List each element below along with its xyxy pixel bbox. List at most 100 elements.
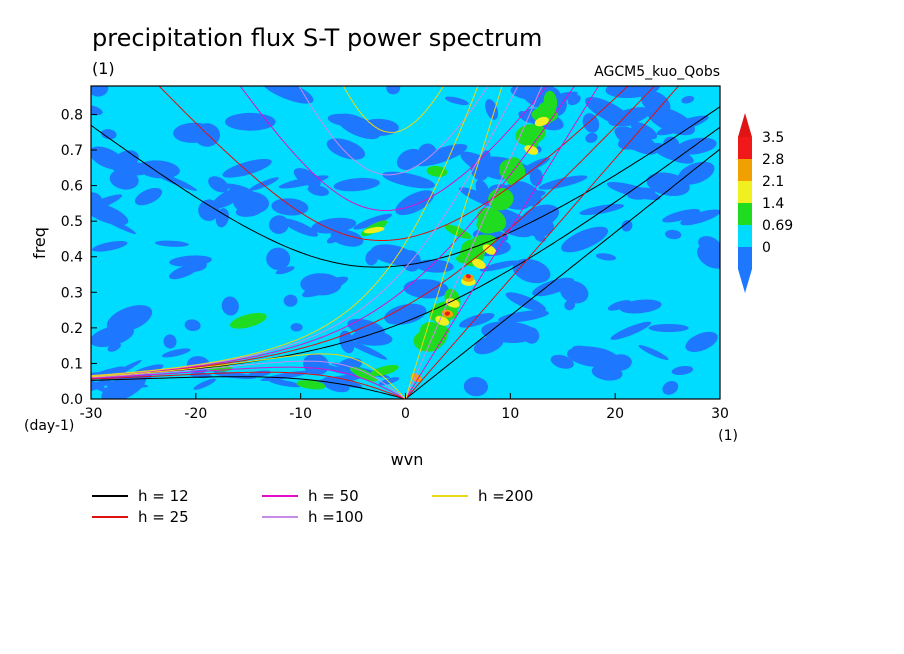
contour-patch [538,175,588,190]
ig-curve-25 [158,86,629,241]
contour-patch [101,129,117,140]
x-tick-label: 0 [401,406,410,422]
contour-patch [479,260,519,272]
contour-patch [386,86,401,95]
contour-patch [417,143,437,164]
contour-patch [169,264,199,280]
rossby-curve-200 [91,353,406,399]
colorbar-max-arrow [738,113,752,137]
contour-patch [585,132,598,143]
x-tick-label: 20 [606,406,624,422]
contour-patch [403,279,449,299]
contour-patch [534,116,549,127]
contour-patch [336,113,381,140]
y-axis: 0.0 0.1 0.2 0.3 0.4 0.5 0.6 0.7 0.8 [61,107,97,408]
ig-curve-12 [91,106,720,268]
contour-patch [194,123,220,147]
mrg-curve-50 [91,86,576,377]
colorbar-label: 2.8 [762,152,784,168]
ig-curve-200 [342,86,445,133]
contour-patch [371,244,417,266]
colorbar: 3.5 2.8 2.1 1.4 0.69 0 [738,113,793,293]
colorbar-label: 0 [762,240,771,256]
contour-patch [524,145,539,155]
contour-patch [579,203,624,216]
y-tick-label: 0.2 [61,321,83,337]
mrg-curve-100 [91,86,519,377]
y-tick-label: 0.4 [61,250,83,266]
mrg-curve-200 [91,86,479,377]
contour-patch [662,381,679,395]
rossby-curve-25 [91,371,406,399]
contour-patch [91,104,103,116]
contour-patch [567,94,581,106]
contour-patch [384,303,427,325]
legend-label: h = 50 [308,487,359,505]
contour-patch [646,172,690,197]
contour-patch [426,165,448,177]
contour-patch [260,86,314,104]
contour-patch [650,142,694,164]
contour-patch [625,134,646,151]
contour-patch [91,202,129,226]
contour-patch [550,354,574,369]
contour-patch [91,209,136,234]
colorbar-segment [738,137,752,159]
y-unit-label: (day-1) [24,418,74,434]
contour-patch [561,226,609,253]
contour-patch [269,215,289,234]
colorbar-segment [738,159,752,181]
contour-patch [333,177,380,192]
contour-patch [648,324,689,332]
contour-patch [676,137,717,155]
contour-patch [275,266,295,275]
contour-patch [266,247,291,271]
contour-patch [463,376,488,397]
colorbar-segment [738,225,752,247]
kelvin-curve-50 [405,86,600,399]
contour-patch [621,220,633,232]
contour-patch [91,86,109,97]
contour-patch [671,365,694,376]
x-tick-label: 10 [501,406,519,422]
contour-patch [370,364,399,377]
kelvin-curve-200 [405,86,503,399]
contour-patch [163,334,177,349]
contour-patch [134,187,163,206]
contour-patch [505,292,547,312]
contour-patch [396,148,423,170]
plot-area [90,85,721,400]
contour-patch [472,258,486,269]
contour-patch [640,90,671,115]
colorbar-label: 2.1 [762,174,784,190]
contour-patch [293,168,321,188]
contour-patch [465,274,471,279]
contour-patch [608,107,651,127]
colorbar-segment [738,203,752,225]
contour-patch [304,275,324,293]
contour-patch [482,244,497,255]
ig-curve-100 [298,86,489,176]
contour-patch [476,213,503,234]
x-tick-label: -30 [80,406,103,422]
contour-patch [233,191,270,214]
contour-patch [91,240,128,252]
contour-patch [395,190,435,216]
contour-patch [677,161,715,185]
contour-patch [595,253,617,261]
contour-patch [342,338,388,360]
contour-patch [458,312,495,328]
y-axis-label: freq [30,227,49,259]
contour-patch [311,217,357,234]
contour-patch [560,280,589,304]
contour-patch [161,348,191,358]
contour-patch [326,234,342,244]
colorbar-min-arrow [738,269,752,293]
contour-patch [488,187,514,211]
contour-patch [610,321,652,340]
contour-patch [91,372,116,396]
rossby-curve-12 [91,376,406,399]
contour-patch [665,229,682,240]
colorbar-segment [738,181,752,203]
